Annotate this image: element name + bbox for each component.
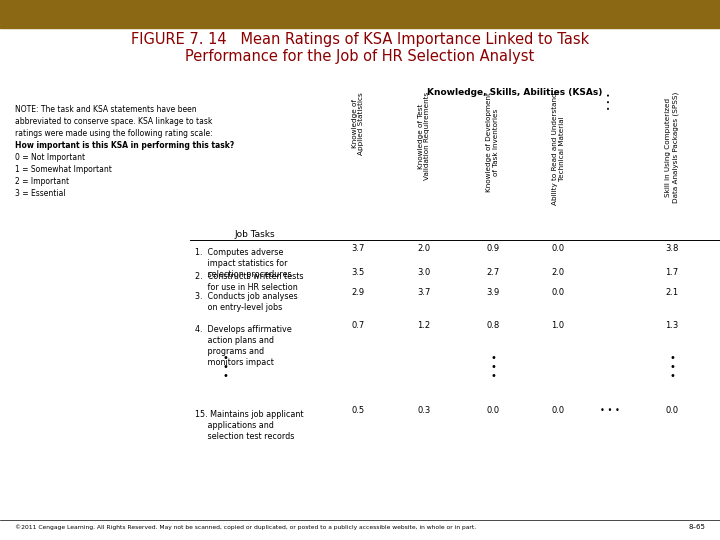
Text: • • •: • • • <box>607 92 613 110</box>
Text: 0.5: 0.5 <box>351 406 364 415</box>
Text: 3.0: 3.0 <box>418 268 431 277</box>
Text: 1.  Computes adverse
     impact statistics for
     selection procedures: 1. Computes adverse impact statistics fo… <box>195 248 292 279</box>
Text: 2.0: 2.0 <box>418 244 431 253</box>
Text: •: • <box>222 362 228 372</box>
Text: •: • <box>490 362 496 372</box>
Text: 8–65: 8–65 <box>688 524 705 530</box>
Text: Knowledge of Test
Validation Requirements: Knowledge of Test Validation Requirement… <box>418 92 431 180</box>
Text: 0.3: 0.3 <box>418 406 431 415</box>
Text: 0.7: 0.7 <box>351 321 364 330</box>
Text: ©2011 Cengage Learning. All Rights Reserved. May not be scanned, copied or dupli: ©2011 Cengage Learning. All Rights Reser… <box>15 524 476 530</box>
Text: 3.7: 3.7 <box>418 288 431 297</box>
Text: Knowledge of
Applied Statistics: Knowledge of Applied Statistics <box>351 92 364 155</box>
Text: •: • <box>490 353 496 363</box>
Text: Performance for the Job of HR Selection Analyst: Performance for the Job of HR Selection … <box>185 49 535 64</box>
Text: 2.  Constructs written tests
     for use in HR selection: 2. Constructs written tests for use in H… <box>195 272 304 292</box>
Text: Job Tasks: Job Tasks <box>235 230 275 239</box>
Text: • • •: • • • <box>600 406 620 415</box>
Text: 0.0: 0.0 <box>552 244 564 253</box>
Text: 0.0: 0.0 <box>487 406 500 415</box>
Text: 3.9: 3.9 <box>487 288 500 297</box>
Text: 2.7: 2.7 <box>487 268 500 277</box>
Text: •: • <box>222 371 228 381</box>
Text: 0 = Not Important: 0 = Not Important <box>15 153 85 162</box>
Text: 1.7: 1.7 <box>665 268 679 277</box>
Text: Ability to Read and Understand
Technical Material: Ability to Read and Understand Technical… <box>552 92 564 205</box>
Text: 2.0: 2.0 <box>552 268 564 277</box>
Bar <box>0 0 720 28</box>
Text: 0.0: 0.0 <box>665 406 678 415</box>
Text: FIGURE 7. 14   Mean Ratings of KSA Importance Linked to Task: FIGURE 7. 14 Mean Ratings of KSA Importa… <box>131 32 589 47</box>
Text: NOTE: The task and KSA statements have been: NOTE: The task and KSA statements have b… <box>15 105 197 114</box>
Text: •: • <box>669 362 675 372</box>
Text: 4.  Develops affirmative
     action plans and
     programs and
     monitors i: 4. Develops affirmative action plans and… <box>195 325 292 367</box>
Text: •: • <box>490 371 496 381</box>
Text: 3.  Conducts job analyses
     on entry-level jobs: 3. Conducts job analyses on entry-level … <box>195 292 297 312</box>
Text: How important is this KSA in performing this task?: How important is this KSA in performing … <box>15 141 234 150</box>
Text: 0.0: 0.0 <box>552 288 564 297</box>
Text: 0.8: 0.8 <box>487 321 500 330</box>
Text: •: • <box>222 353 228 363</box>
Text: 3 = Essential: 3 = Essential <box>15 189 66 198</box>
Text: 0.9: 0.9 <box>487 244 500 253</box>
Text: 2.9: 2.9 <box>351 288 364 297</box>
Text: 15. Maintains job applicant
     applications and
     selection test records: 15. Maintains job applicant applications… <box>195 410 304 441</box>
Text: 3.5: 3.5 <box>351 268 364 277</box>
Text: 3.7: 3.7 <box>351 244 365 253</box>
Text: Knowledge of Development
of Task Inventories: Knowledge of Development of Task Invento… <box>487 92 500 192</box>
Text: 1 = Somewhat Important: 1 = Somewhat Important <box>15 165 112 174</box>
Text: Knowledge, Skills, Abilities (KSAs): Knowledge, Skills, Abilities (KSAs) <box>427 88 603 97</box>
Text: •: • <box>669 371 675 381</box>
Text: 1.3: 1.3 <box>665 321 679 330</box>
Text: 2.1: 2.1 <box>665 288 678 297</box>
Text: 0.0: 0.0 <box>552 406 564 415</box>
Text: 2 = Important: 2 = Important <box>15 177 69 186</box>
Text: ratings were made using the following rating scale:: ratings were made using the following ra… <box>15 129 212 138</box>
Text: 1.2: 1.2 <box>418 321 431 330</box>
Text: •: • <box>669 353 675 363</box>
Text: abbreviated to conserve space. KSA linkage to task: abbreviated to conserve space. KSA linka… <box>15 117 212 126</box>
Text: 1.0: 1.0 <box>552 321 564 330</box>
Text: Skill in Using Computerized
Data Analysis Packages (SPSS): Skill in Using Computerized Data Analysi… <box>665 92 679 203</box>
Text: 3.8: 3.8 <box>665 244 679 253</box>
